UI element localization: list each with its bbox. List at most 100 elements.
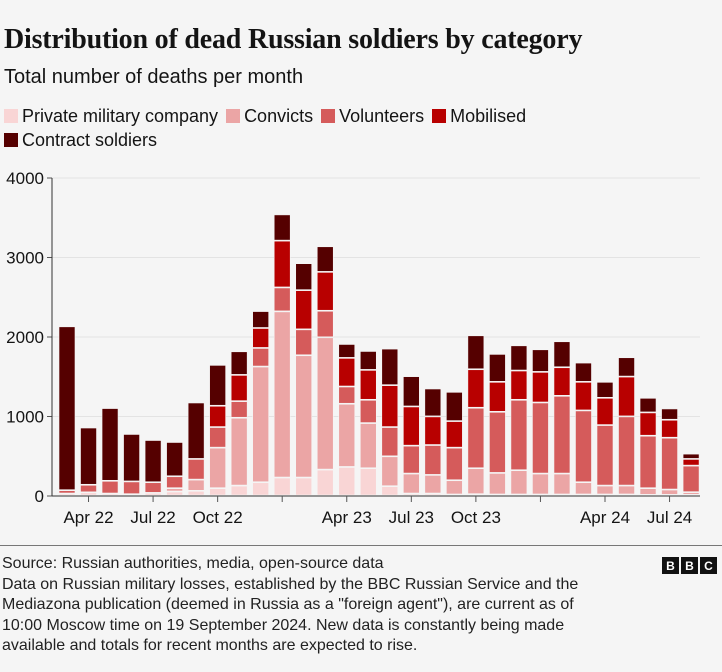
stacked-bar-chart: 0 1000 2000 3000 4000 Apr 22 Jul 22 Oct 22 Apr 2…	[6, 169, 700, 527]
note-line: 10:00 Moscow time on 19 September 2024. …	[2, 616, 565, 634]
bar-segment-mobilised	[489, 382, 506, 412]
bar-segment-private-military-company	[80, 492, 97, 496]
bar-segment-mobilised	[510, 370, 528, 400]
bar-segment-volunteers	[381, 427, 399, 457]
bar-segment-convicts	[252, 366, 269, 483]
bar-segment-mobilised	[639, 412, 657, 436]
bar-segment-contract-soldiers	[295, 263, 313, 290]
bar-segment-private-military-company	[446, 494, 463, 496]
legend-label: Mobilised	[450, 105, 527, 126]
bar-segment-convicts	[187, 479, 205, 491]
bar-segment-convicts	[532, 473, 549, 495]
legend-label: Private military company	[22, 105, 219, 126]
bar-segment-mobilised	[209, 405, 226, 427]
bar-segment-volunteers	[553, 396, 571, 474]
bar-segment-private-military-company	[489, 494, 506, 496]
bar-segment-private-military-company	[467, 494, 485, 496]
bar-segment-private-military-company	[230, 485, 248, 496]
bar-segment-mobilised	[682, 459, 700, 466]
bar-segment-contract-soldiers	[273, 214, 291, 241]
bar-segment-contract-soldiers	[661, 408, 678, 420]
bar-segment-volunteers	[682, 465, 700, 492]
y-tick-label: 3000	[6, 249, 44, 268]
bar-segment-private-military-company	[618, 494, 635, 496]
bar-segment-private-military-company	[510, 494, 528, 496]
bar-segment-contract-soldiers	[58, 326, 76, 490]
bbc-logo-block: C	[700, 557, 717, 574]
bar-segment-mobilised	[596, 397, 614, 425]
footer-divider	[0, 545, 722, 546]
bbc-logo-block: B	[681, 557, 698, 574]
bar-segment-volunteers	[295, 329, 313, 356]
bar-segment-mobilised	[295, 290, 313, 330]
bar-segment-volunteers	[187, 459, 205, 480]
bar-segment-private-military-company	[101, 493, 119, 496]
bar-segment-contract-soldiers	[424, 388, 442, 417]
x-tick-label: Oct 23	[451, 508, 501, 527]
bar-segment-volunteers	[209, 427, 226, 448]
bar-segment-contract-soldiers	[532, 349, 549, 372]
bar-segment-convicts	[467, 468, 485, 494]
bar-segment-contract-soldiers	[230, 351, 248, 375]
bar-segment-contract-soldiers	[596, 382, 614, 398]
y-tick-label: 1000	[6, 408, 44, 427]
bar-segment-convicts	[510, 470, 528, 495]
bar-segment-volunteers	[123, 481, 140, 494]
legend-swatch	[321, 109, 336, 123]
bar-segment-private-military-company	[338, 467, 356, 496]
legend-swatch	[226, 109, 241, 123]
bar-segment-contract-soldiers	[639, 397, 657, 413]
bar-segment-contract-soldiers	[80, 427, 97, 485]
bar-segment-mobilised	[424, 416, 442, 445]
bar-segment-volunteers	[618, 416, 635, 486]
legend-item-volunteers: Volunteers	[321, 106, 424, 126]
bar-segment-mobilised	[230, 375, 248, 401]
legend-swatch	[4, 133, 18, 147]
bar-segment-contract-soldiers	[338, 344, 356, 358]
legend-label: Contract soldiers	[22, 129, 158, 150]
bar-segment-private-military-company	[575, 494, 592, 496]
bar-segment-mobilised	[661, 419, 678, 438]
bar-segment-mobilised	[338, 358, 356, 387]
legend-item-contract: Contract soldiers	[4, 130, 157, 150]
bar-segment-contract-soldiers	[618, 357, 635, 377]
bar-segment-convicts	[639, 488, 657, 495]
bar-segment-mobilised	[553, 367, 571, 396]
bar-segment-volunteers	[338, 386, 356, 404]
bar-segment-volunteers	[359, 399, 377, 423]
bar-segment-contract-soldiers	[144, 440, 162, 483]
note-line: available and totals for recent months a…	[2, 637, 418, 654]
bar-segment-contract-soldiers	[101, 408, 119, 481]
bar-segment-mobilised	[273, 240, 291, 288]
legend-label: Volunteers	[339, 105, 425, 126]
legend-swatch	[4, 109, 18, 123]
bar-segment-volunteers	[639, 435, 657, 488]
bar-segment-volunteers	[489, 411, 506, 473]
bar-segment-private-military-company	[273, 477, 291, 496]
bar-segment-private-military-company	[252, 482, 269, 496]
bar-segment-convicts	[273, 311, 291, 478]
bar-segment-convicts	[553, 473, 571, 495]
bar-segment-volunteers	[101, 480, 119, 494]
bar-segment-contract-soldiers	[403, 376, 420, 407]
bar-segment-private-military-company	[316, 469, 334, 496]
bar-segment-volunteers	[467, 407, 485, 469]
bar-segment-convicts	[489, 473, 506, 495]
bar-segment-volunteers	[58, 490, 76, 494]
x-tick-label: Jul 24	[647, 508, 692, 527]
bar-segment-contract-soldiers	[187, 402, 205, 459]
bar-segment-private-military-company	[295, 477, 313, 496]
chart-title: Distribution of dead Russian soldiers by…	[4, 24, 583, 55]
bar-segment-private-military-company	[532, 494, 549, 496]
bar-segment-mobilised	[403, 406, 420, 446]
legend: Private military company Convicts Volunt…	[4, 106, 604, 150]
bar-segment-volunteers	[273, 287, 291, 312]
bar-segment-contract-soldiers	[381, 348, 399, 385]
bar-segment-convicts	[575, 482, 592, 495]
bar-segment-volunteers	[510, 399, 528, 471]
chart-subtitle: Total number of deaths per month	[4, 66, 304, 88]
bar-segment-contract-soldiers	[682, 453, 700, 459]
bar-segment-contract-soldiers	[489, 354, 506, 382]
bar-segment-contract-soldiers	[316, 246, 334, 272]
bbc-logo-block: B	[662, 557, 679, 574]
